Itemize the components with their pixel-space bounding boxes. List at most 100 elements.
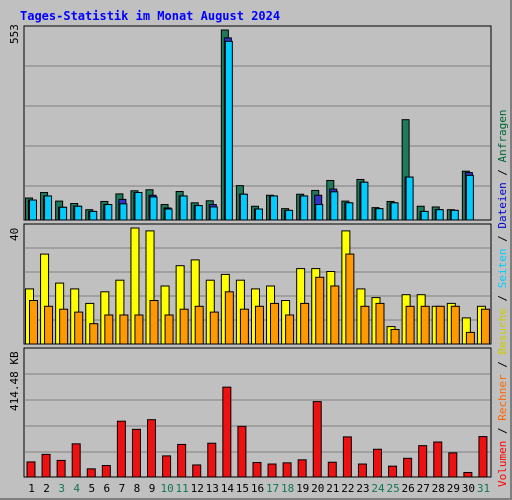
bar-volumen-day-8	[131, 428, 141, 478]
bar-rechner-day-20	[315, 276, 325, 345]
bar-seiten-day-2	[44, 195, 53, 221]
day-label-28: 28	[432, 482, 445, 495]
bar-rechner-day-11	[179, 308, 189, 345]
bar-seiten-day-3	[59, 206, 68, 221]
bar-volumen-day-11	[177, 443, 187, 478]
bar-seiten-day-21	[330, 191, 339, 221]
bar-rechner-day-3	[59, 308, 69, 345]
day-label-5: 5	[88, 482, 95, 495]
bar-volumen-day-5	[86, 468, 96, 478]
bar-seiten-day-11	[179, 195, 188, 221]
bar-rechner-day-10	[164, 314, 174, 345]
bar-seiten-day-4	[74, 205, 83, 221]
day-label-11: 11	[176, 482, 189, 495]
bar-rechner-day-8	[134, 314, 144, 345]
day-label-25: 25	[386, 482, 399, 495]
bar-seiten-day-9	[149, 196, 158, 221]
bar-seiten-day-24	[375, 208, 384, 221]
bar-volumen-day-10	[162, 455, 172, 478]
bar-volumen-day-18	[282, 462, 292, 478]
bar-volumen-day-22	[342, 436, 352, 478]
bar-volumen-day-9	[147, 419, 157, 478]
bar-seiten-day-12	[194, 205, 203, 221]
bar-rechner-day-24	[375, 302, 385, 345]
bar-rechner-day-22	[345, 253, 355, 345]
day-label-1: 1	[28, 482, 35, 495]
bar-rechner-day-30	[465, 331, 475, 345]
bar-volumen-day-16	[252, 462, 262, 478]
bar-volumen-day-13	[207, 442, 217, 478]
bar-volumen-day-28	[433, 441, 443, 478]
day-label-24: 24	[371, 482, 385, 495]
bar-volumen-day-20	[312, 401, 322, 478]
bar-rechner-day-14	[224, 291, 234, 345]
bar-volumen-day-17	[267, 463, 277, 478]
bar-volumen-day-2	[41, 453, 51, 478]
bar-seiten-day-15	[239, 193, 248, 221]
bar-rechner-day-13	[209, 311, 219, 345]
bar-rechner-day-19	[300, 302, 310, 345]
bar-rechner-day-23	[360, 305, 370, 345]
day-label-23: 23	[356, 482, 369, 495]
bar-volumen-day-12	[192, 464, 202, 478]
bar-seiten-day-28	[435, 209, 444, 221]
bar-rechner-day-6	[104, 314, 114, 345]
day-label-29: 29	[447, 482, 460, 495]
bar-volumen-day-7	[116, 420, 126, 478]
bar-seiten-day-10	[164, 208, 173, 221]
bar-volumen-day-23	[357, 463, 367, 478]
day-label-15: 15	[236, 482, 249, 495]
day-label-7: 7	[119, 482, 126, 495]
bar-seiten-day-8	[134, 192, 143, 221]
day-label-21: 21	[326, 482, 339, 495]
legend-dateien: Dateien	[496, 182, 509, 229]
bar-seiten-day-6	[104, 204, 113, 221]
bar-volumen-day-15	[237, 425, 247, 478]
legend-anfragen: Anfragen	[496, 109, 509, 163]
day-label-20: 20	[311, 482, 324, 495]
bar-rechner-day-4	[74, 311, 84, 345]
bar-seiten-day-1	[29, 199, 37, 221]
legend-seiten: Seiten	[496, 248, 509, 289]
bar-volumen-day-3	[56, 459, 66, 478]
chart-title: Tages-Statistik im Monat August 2024	[20, 9, 281, 23]
day-label-27: 27	[417, 482, 430, 495]
bar-volumen-day-19	[297, 459, 307, 478]
bar-rechner-day-26	[405, 305, 415, 345]
day-label-4: 4	[73, 482, 80, 495]
bar-rechner-day-21	[330, 285, 340, 345]
day-label-9: 9	[149, 482, 156, 495]
bar-volumen-day-26	[403, 457, 413, 478]
bar-seiten-day-17	[270, 195, 279, 221]
bar-rechner-day-16	[254, 305, 264, 345]
day-label-3: 3	[58, 482, 65, 495]
bar-seiten-day-16	[254, 208, 263, 221]
bar-rechner-day-31	[480, 308, 490, 345]
day-label-30: 30	[462, 482, 475, 495]
bar-rechner-day-1	[29, 300, 38, 345]
bar-seiten-day-30	[465, 174, 474, 221]
bar-volumen-day-1	[26, 461, 36, 478]
day-label-22: 22	[341, 482, 354, 495]
bar-rechner-day-15	[239, 308, 249, 345]
bar-rechner-day-12	[194, 305, 204, 345]
bar-rechner-day-18	[285, 314, 295, 345]
day-label-13: 13	[206, 482, 219, 495]
day-label-18: 18	[281, 482, 294, 495]
bar-seiten-day-27	[420, 210, 429, 221]
bar-rechner-day-9	[149, 300, 159, 345]
bar-volumen-day-30	[463, 471, 473, 478]
bar-seiten-day-7	[119, 203, 128, 221]
bar-volumen-day-31	[478, 436, 488, 478]
bar-rechner-day-28	[435, 305, 445, 345]
bar-seiten-day-18	[285, 209, 294, 221]
bar-seiten-day-22	[345, 202, 354, 221]
bar-seiten-day-29	[450, 209, 459, 221]
bar-rechner-day-25	[390, 329, 400, 345]
day-label-8: 8	[134, 482, 141, 495]
day-label-31: 31	[477, 482, 490, 495]
bar-volumen-day-25	[388, 465, 398, 478]
bar-volumen-day-29	[448, 452, 458, 478]
bar-seiten-day-25	[390, 202, 399, 221]
